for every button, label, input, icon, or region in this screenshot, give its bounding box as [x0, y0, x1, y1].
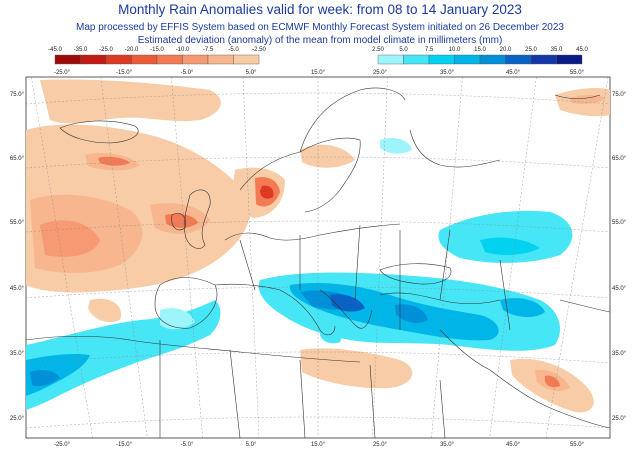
legend-negative-swatch — [131, 54, 158, 65]
meridian-line — [372, 77, 388, 438]
legend-negative-label: -7.5 — [203, 47, 214, 53]
longitude-label: 5.0° — [246, 442, 257, 448]
longitude-label: 25.0° — [373, 70, 388, 76]
latitude-label: 55.0° — [10, 220, 25, 226]
legend-negative-swatch — [182, 54, 209, 65]
latitude-label: 75.0° — [10, 92, 25, 98]
parallel-line — [26, 351, 610, 364]
latitude-label: 25.0° — [10, 416, 25, 422]
legend-negative-swatch — [54, 54, 81, 65]
meridian-line — [242, 77, 260, 438]
longitude-label: 45.0° — [506, 442, 521, 448]
legend-negative-swatch — [105, 54, 132, 65]
legend-positive-label: 5.0 — [399, 47, 408, 53]
wet-anomaly-regions — [26, 138, 573, 410]
longitude-label: -15.0° — [116, 442, 133, 448]
legend-positive-swatch — [403, 54, 430, 65]
meridian-line — [31, 77, 93, 438]
longitude-label: 35.0° — [440, 70, 455, 76]
legend-positive: 2.50 5.0 7.5 10.0 15.0 20.0 25.0 35.0 45.0 — [372, 47, 588, 65]
legend-positive-label: 45.0 — [576, 47, 588, 53]
meridian-line — [100, 77, 148, 438]
left-latitude-labels: 75.0° 65.0° 55.0° 45.0° 35.0° 25.0° — [10, 92, 25, 422]
legend-positive-label: 20.0 — [500, 47, 512, 53]
latitude-label: 35.0° — [612, 351, 627, 357]
legend-negative-label: -45.0 — [48, 47, 62, 53]
legend-negative-swatch — [80, 54, 107, 65]
right-latitude-labels: 75.0° 65.0° 55.0° 45.0° 35.0° 25.0° — [612, 92, 627, 422]
map-description: Estimated deviation (anomaly) of the mea… — [137, 35, 503, 46]
latitude-label: 65.0° — [612, 156, 627, 162]
parallel-line — [26, 286, 610, 299]
legend-negative-swatch — [207, 54, 234, 65]
longitude-label: 35.0° — [440, 442, 455, 448]
latitude-label: 35.0° — [10, 351, 25, 357]
longitude-label: -15.0° — [116, 70, 133, 76]
legend-negative: -45.0 -35.0 -25.0 -20.0 -15.0 -10.0 -7.5 -5.0 -2… — [48, 47, 266, 65]
legend-negative-label: -35.0 — [74, 47, 88, 53]
longitude-label: 55.0° — [570, 442, 585, 448]
legend-positive-swatch — [530, 54, 557, 65]
legend-positive-swatch — [377, 54, 404, 65]
legend-positive-label: 35.0 — [551, 47, 563, 53]
map-title: Monthly Rain Anomalies valid for week: f… — [118, 2, 522, 17]
latitude-label: 45.0° — [10, 286, 25, 292]
legend-positive-label: 7.5 — [425, 47, 434, 53]
legend-negative-label: -25.0 — [99, 47, 113, 53]
meridian-line — [545, 77, 609, 438]
longitude-label: 5.0° — [246, 70, 257, 76]
legend-positive-swatch — [479, 54, 506, 65]
longitude-label: -25.0° — [54, 442, 71, 448]
longitude-label: -5.0° — [181, 442, 194, 448]
legend-positive-swatch — [556, 54, 583, 65]
latitude-label: 65.0° — [10, 156, 25, 162]
bottom-longitude-labels: -25.0° -15.0° -5.0° 5.0° 15.0° 25.0° 35.0° 45.0… — [54, 442, 585, 448]
longitude-label: -5.0° — [181, 70, 194, 76]
longitude-label: 45.0° — [506, 70, 521, 76]
longitude-label: 15.0° — [311, 70, 326, 76]
dry-anomaly-regions — [26, 79, 610, 413]
latitude-label: 25.0° — [612, 416, 627, 422]
legend-negative-label: -2.50 — [252, 47, 266, 53]
legend-negative-label: -10.0 — [176, 47, 190, 53]
longitude-label: -25.0° — [54, 70, 71, 76]
legend-negative-swatch — [233, 54, 260, 65]
latitude-label: 75.0° — [612, 92, 627, 98]
legend-negative-label: -15.0 — [150, 47, 164, 53]
legend-positive-swatch — [454, 54, 481, 65]
latitude-label: 55.0° — [612, 220, 627, 226]
longitude-label: 55.0° — [570, 70, 585, 76]
legend-positive-swatch — [428, 54, 455, 65]
legend-positive-swatch — [505, 54, 532, 65]
legend-positive-label: 10.0 — [449, 47, 461, 53]
lat-lon-grid — [26, 77, 610, 438]
legend-negative-label: -20.0 — [125, 47, 139, 53]
top-longitude-labels: -25.0° -15.0° -5.0° 5.0° 15.0° 25.0° 35.0° 45.0… — [54, 70, 585, 76]
meridian-line — [431, 77, 463, 438]
legend-positive-label: 25.0 — [525, 47, 537, 53]
latitude-label: 45.0° — [612, 286, 627, 292]
meridian-line — [489, 77, 537, 438]
legend-positive-label: 2.50 — [372, 47, 384, 53]
map-subtitle: Map processed by EFFIS System based on E… — [76, 22, 564, 33]
legend-negative-swatch — [156, 54, 183, 65]
longitude-label: 25.0° — [373, 442, 388, 448]
legend-negative-label: -5.0 — [228, 47, 239, 53]
longitude-label: 15.0° — [311, 442, 326, 448]
meridian-line — [171, 77, 203, 438]
coastlines — [26, 87, 610, 438]
legend-positive-label: 15.0 — [474, 47, 486, 53]
